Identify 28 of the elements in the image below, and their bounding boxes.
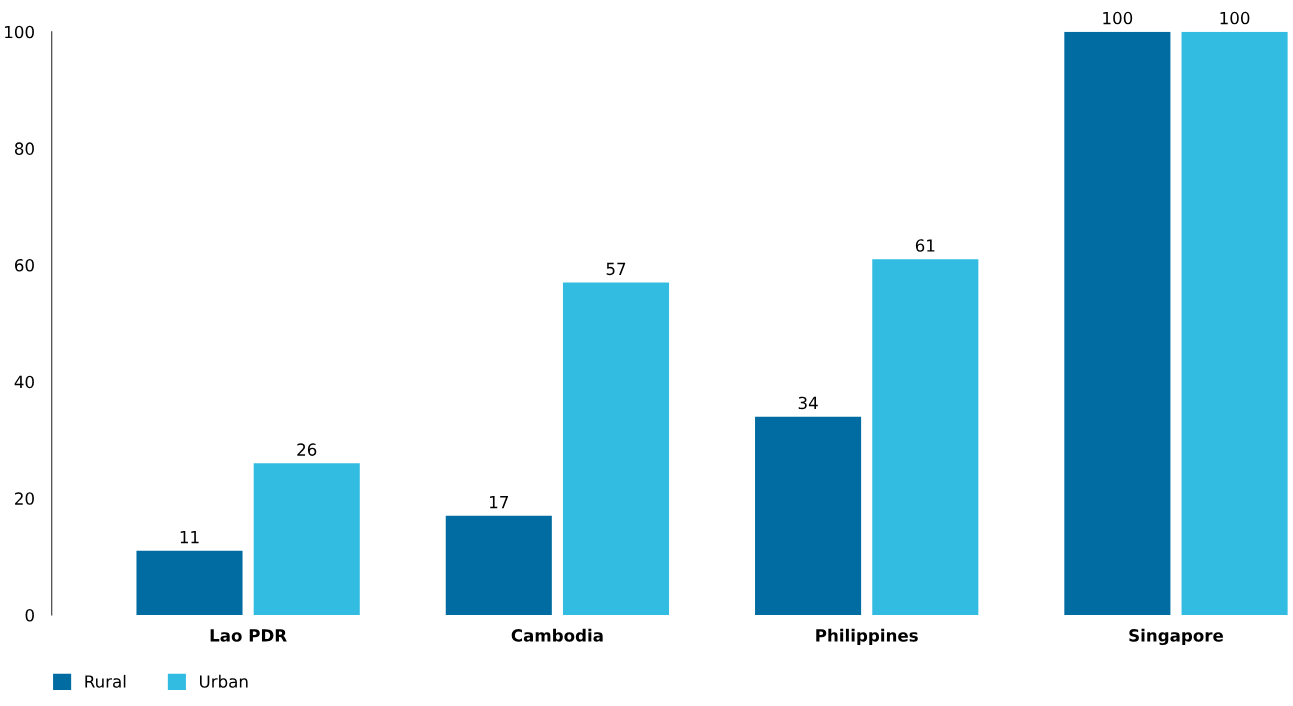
data-label: 26 — [297, 443, 317, 456]
data-label: 100 — [1103, 11, 1133, 25]
x-tick-label: Singapore — [1129, 628, 1223, 646]
data-label: 100 — [1220, 11, 1250, 25]
y-tick-label: 80 — [14, 142, 34, 155]
bar — [755, 416, 862, 615]
bar — [1181, 31, 1288, 615]
bar — [445, 515, 552, 615]
y-tick-label: 40 — [14, 375, 34, 389]
bar — [136, 550, 243, 615]
data-label: 57 — [606, 262, 626, 276]
bar — [562, 282, 670, 615]
data-label: 11 — [180, 530, 199, 544]
bar — [253, 463, 360, 615]
x-tick-label: Philippines — [816, 628, 918, 645]
y-tick-label: 100 — [5, 25, 34, 39]
legend-label: Rural — [85, 674, 126, 688]
x-tick-label: Lao PDR — [210, 629, 287, 642]
x-tick-label: Cambodia — [511, 628, 603, 642]
legend-label: Urban — [199, 674, 248, 688]
data-label: 61 — [915, 239, 935, 252]
y-tick-label: 20 — [15, 492, 34, 505]
bar — [1064, 31, 1171, 615]
data-label: 34 — [798, 396, 818, 410]
y-tick-label: 60 — [15, 258, 34, 272]
bar — [872, 259, 979, 615]
data-label: 17 — [490, 496, 508, 509]
y-tick-label: 0 — [25, 608, 34, 622]
